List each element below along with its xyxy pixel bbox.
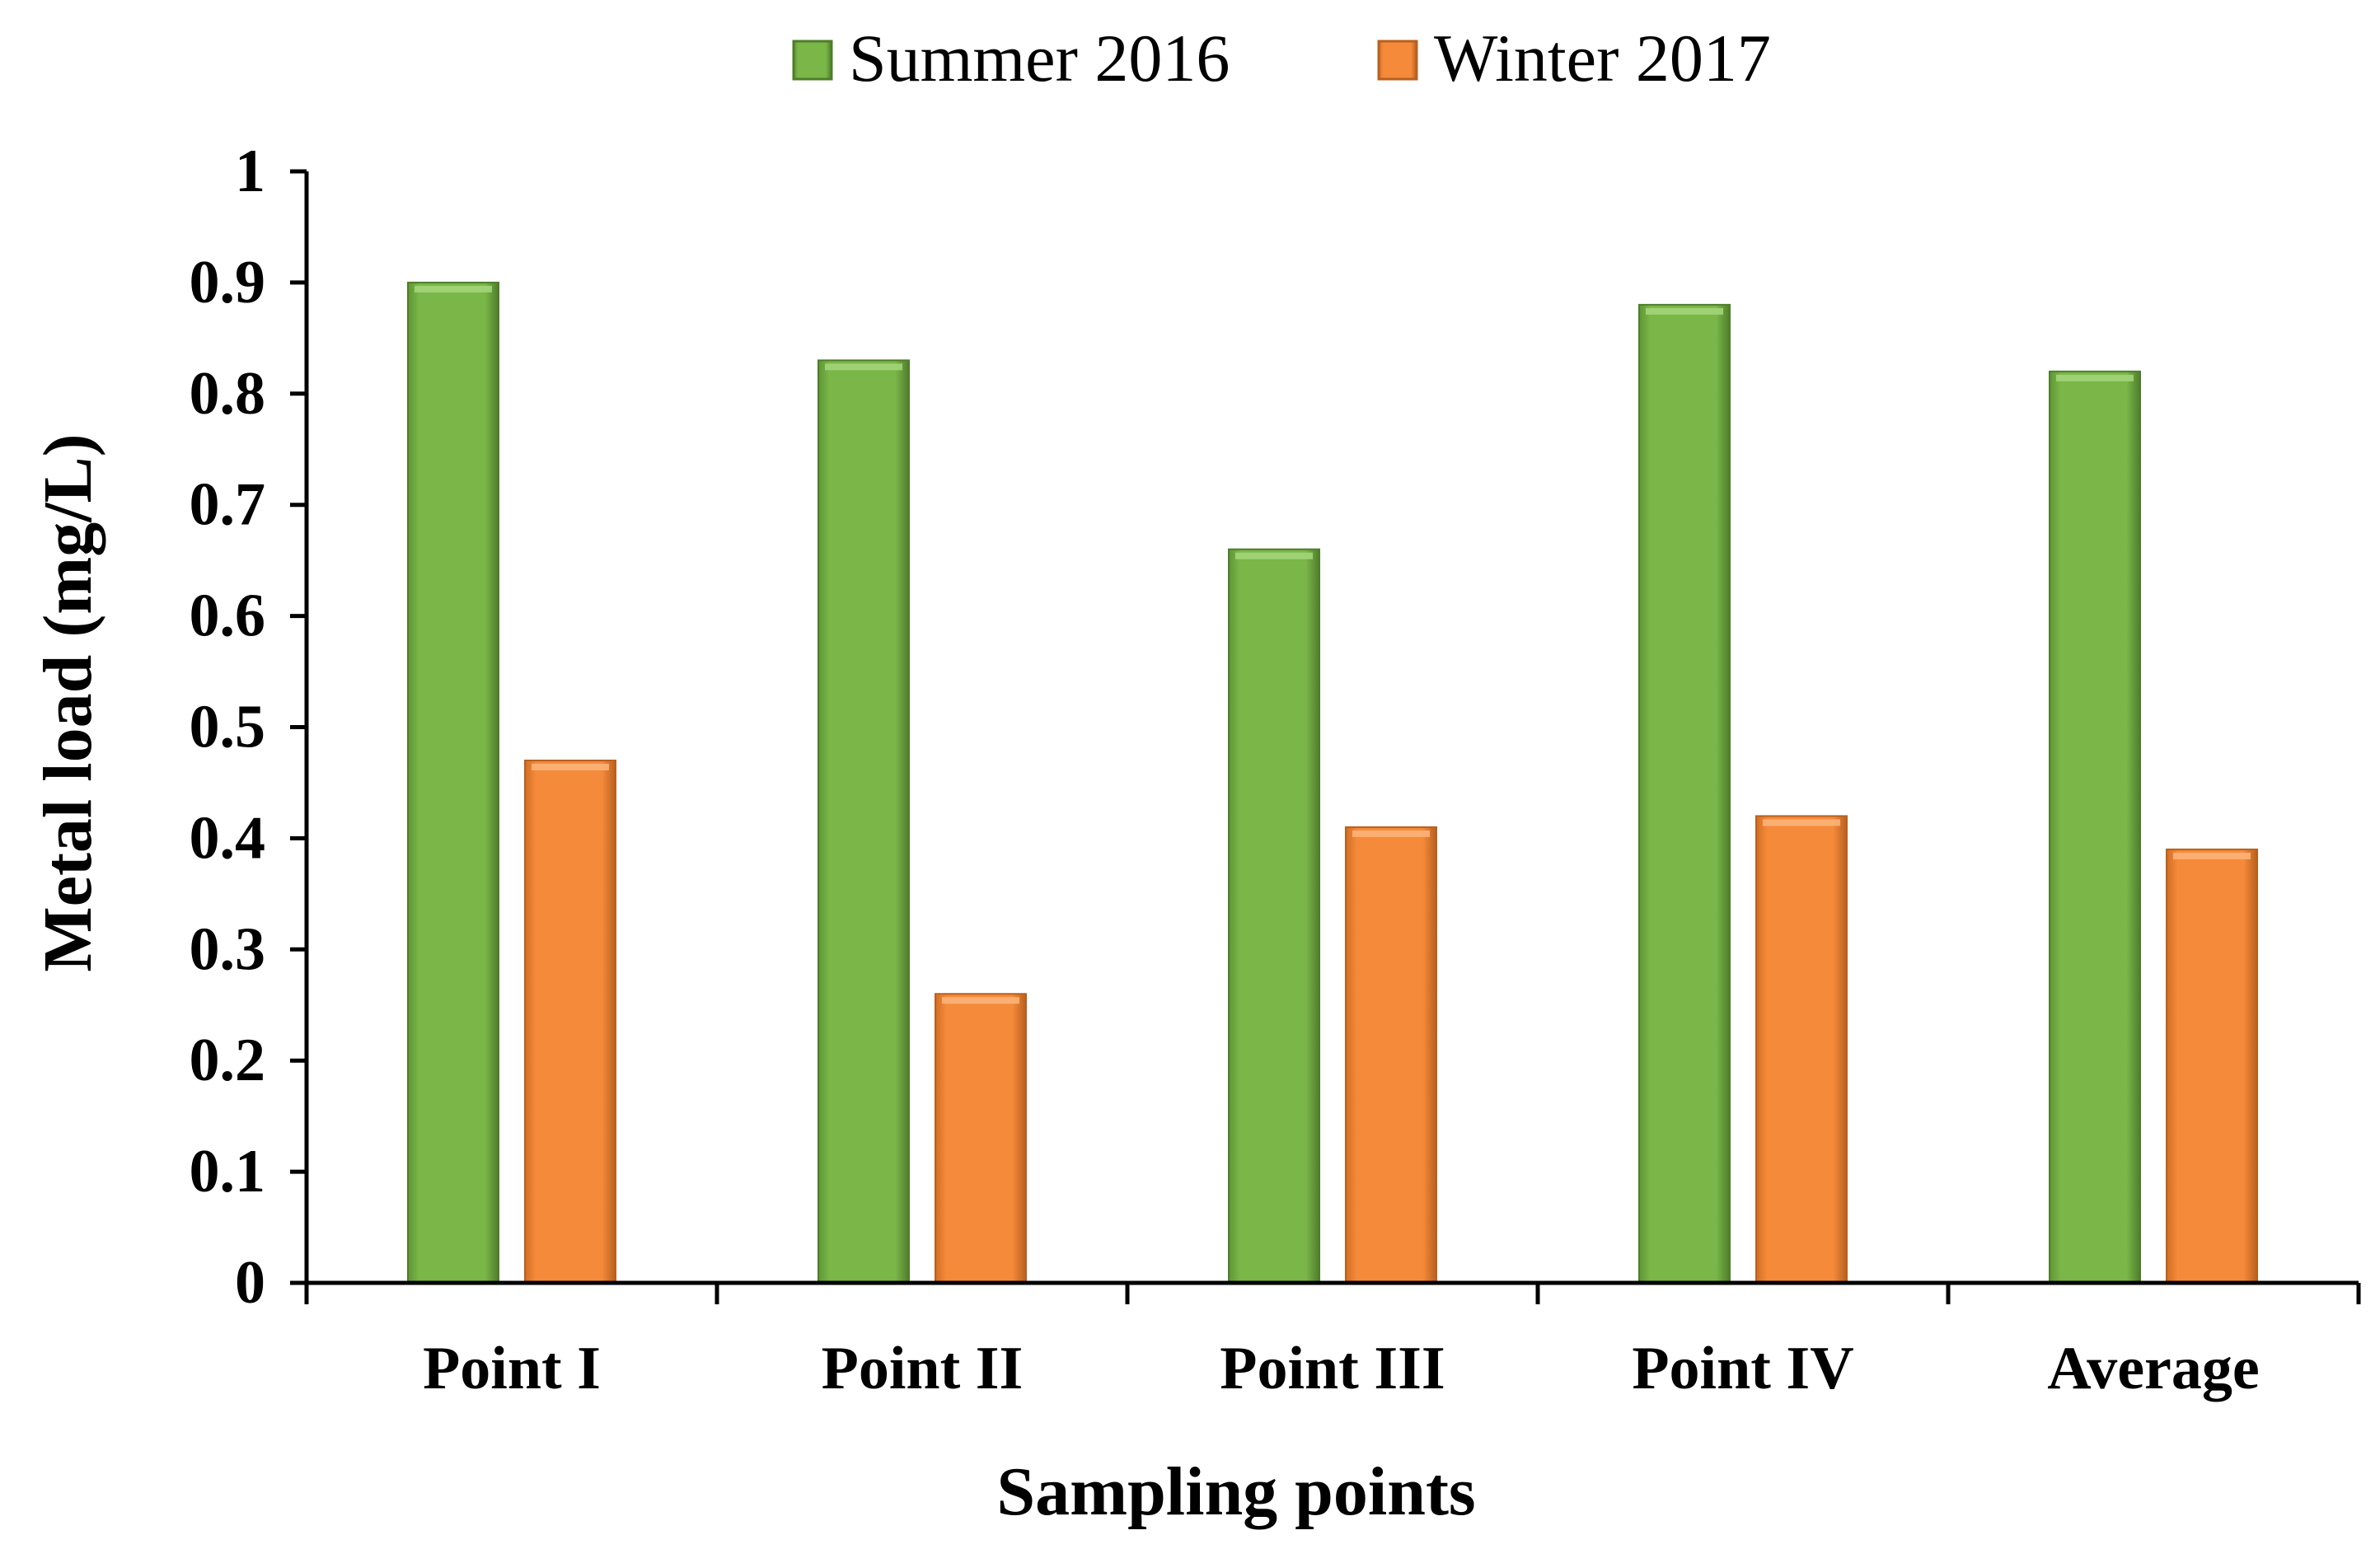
y-tick-label: 0.4 — [190, 804, 266, 872]
y-tick-label: 0.7 — [190, 471, 266, 539]
bar — [1638, 303, 1731, 1284]
bar — [2166, 848, 2258, 1284]
bar-bevel-highlight — [2173, 852, 2251, 859]
x-tick-label-point-iii: Point III — [1220, 1335, 1445, 1402]
bar-winter-2017-point-i — [524, 759, 616, 1284]
y-tick-label: 1 — [235, 138, 265, 205]
bars — [407, 281, 2258, 1285]
y-tick-label: 0.1 — [190, 1138, 266, 1205]
y-tick-label: 0.8 — [190, 360, 266, 428]
bar-bevel-highlight — [2056, 374, 2134, 381]
bar-bevel-highlight — [415, 285, 492, 292]
bar — [818, 359, 910, 1285]
legend-label-summer-2016: Summer 2016 — [849, 21, 1230, 96]
x-axis-title: Sampling points — [996, 1453, 1475, 1530]
bar-winter-2017-point-ii — [935, 993, 1027, 1284]
bar-summer-2016-average — [2049, 370, 2141, 1285]
x-tick-labels: Point I Point II Point III Point IV Aver… — [423, 1335, 2260, 1402]
x-tick-label-point-ii: Point II — [822, 1335, 1024, 1402]
bar — [2049, 370, 2141, 1285]
bar-winter-2017-point-iv — [1755, 815, 1848, 1284]
x-tick-label-point-i: Point I — [423, 1335, 601, 1402]
bar — [407, 281, 499, 1284]
x-tick-label-average: Average — [2047, 1335, 2259, 1402]
bar-bevel-highlight — [1235, 552, 1313, 559]
y-tick-labels: 0 0.1 0.2 0.3 0.4 0.5 0.6 0.7 0.8 0.9 1 — [190, 138, 266, 1317]
legend-swatch-winter-2017 — [1377, 40, 1418, 81]
bar — [1755, 815, 1848, 1284]
legend-swatch-summer-2016 — [792, 40, 833, 81]
bar — [935, 993, 1027, 1284]
y-axis-title: Metal load (mg/L) — [30, 433, 106, 971]
bar-bevel-highlight — [825, 363, 902, 371]
bar-bevel-highlight — [942, 997, 1019, 1004]
bar-summer-2016-point-iv — [1638, 303, 1731, 1284]
bar-bevel-highlight — [1352, 830, 1430, 837]
bar-summer-2016-point-iii — [1228, 548, 1320, 1284]
x-tick-label-point-iv: Point IV — [1632, 1335, 1853, 1402]
bar — [1345, 826, 1437, 1284]
legend-item-summer-2016: Summer 2016 — [792, 21, 1230, 96]
legend-label-winter-2017: Winter 2017 — [1434, 21, 1771, 96]
bar — [524, 759, 616, 1284]
legend: Summer 2016 Winter 2017 — [792, 21, 1771, 96]
y-tick-label: 0 — [235, 1249, 265, 1317]
y-tick-label: 0.2 — [190, 1027, 266, 1094]
bar-bevel-highlight — [1763, 819, 1840, 826]
bar-summer-2016-point-i — [407, 281, 499, 1284]
bar-bevel-highlight — [532, 763, 609, 770]
y-tick-label: 0.3 — [190, 915, 266, 983]
bar-summer-2016-point-ii — [818, 359, 910, 1285]
y-tick-label: 0.9 — [190, 249, 266, 316]
y-tick-label: 0.5 — [190, 694, 266, 761]
y-tick-label: 0.6 — [190, 583, 266, 650]
bar-bevel-highlight — [1646, 307, 1723, 315]
bar-winter-2017-point-iii — [1345, 826, 1437, 1284]
axes — [290, 169, 2361, 1304]
legend-item-winter-2017: Winter 2017 — [1377, 21, 1771, 96]
bar-winter-2017-average — [2166, 848, 2258, 1284]
bar — [1228, 548, 1320, 1284]
